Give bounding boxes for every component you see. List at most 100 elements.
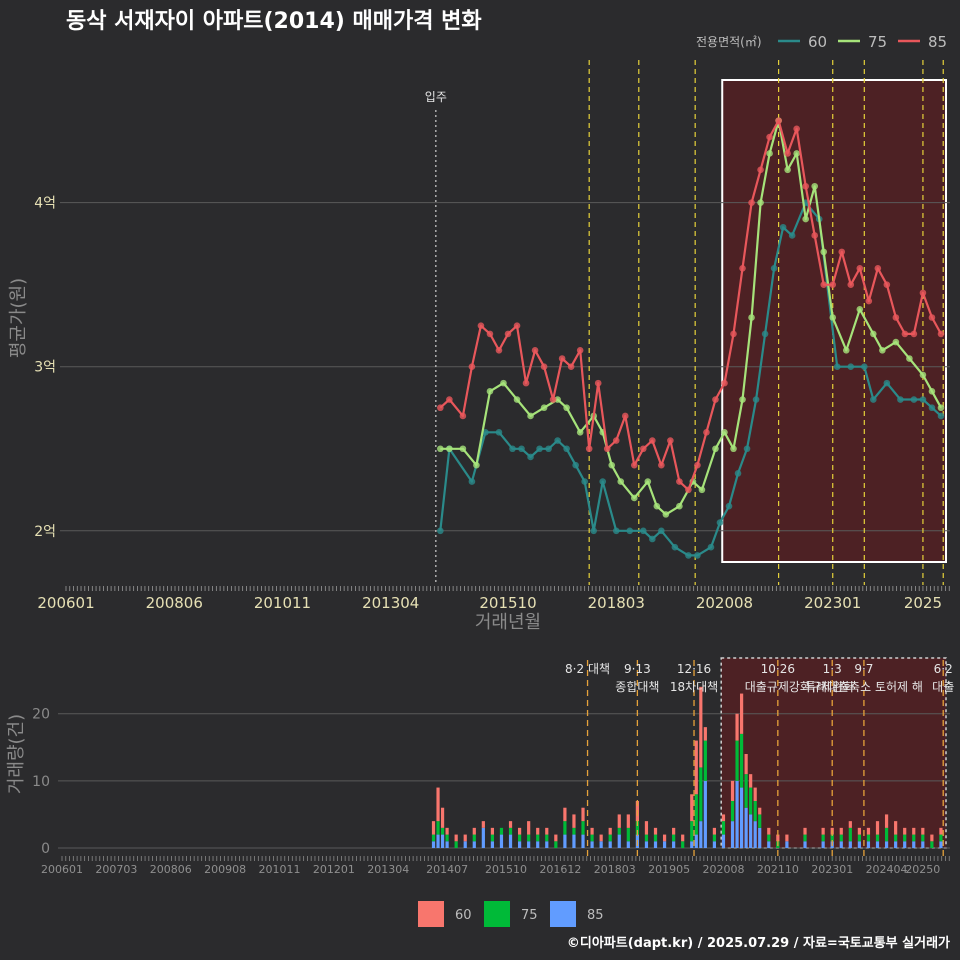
volume-x-tick-label: 201304	[367, 863, 409, 876]
volume-bar-75	[884, 827, 889, 842]
data-point-75	[879, 347, 886, 354]
volume-bar-60	[712, 827, 717, 835]
data-point-60	[658, 527, 665, 535]
volume-bar-60	[508, 821, 513, 828]
volume-x-tick-label: 201407	[426, 863, 468, 876]
volume-x-tick-label: 201201	[313, 863, 355, 876]
data-point-85	[446, 396, 453, 403]
data-point-60	[937, 412, 945, 420]
data-point-60	[910, 396, 918, 403]
volume-bar-85	[903, 841, 907, 848]
policy-date-label: 9·13	[624, 662, 651, 676]
volume-bar-85	[490, 841, 495, 848]
data-point-85	[576, 347, 584, 354]
data-point-60	[590, 527, 597, 535]
volume-bar-85	[463, 841, 467, 848]
volume-x-tick-label: 20250	[905, 863, 940, 876]
data-point-85	[937, 330, 945, 338]
volume-bar-75	[821, 834, 825, 842]
volume-bar-60	[875, 821, 880, 835]
data-point-60	[770, 264, 778, 272]
policy-name-label: 18차대책	[670, 679, 718, 694]
data-point-75	[513, 396, 521, 403]
volume-bar-60	[599, 834, 603, 842]
data-point-75	[870, 330, 877, 338]
legend-label-85: 85	[928, 33, 947, 51]
x-tick-label: 201803	[588, 594, 645, 612]
volume-bar-60	[617, 814, 621, 828]
data-point-85	[549, 396, 557, 403]
volume-bar-85	[753, 821, 757, 848]
volume-bar-75	[545, 834, 549, 842]
data-point-85	[802, 182, 809, 190]
volume-bar-85	[939, 841, 943, 848]
volume-bar-60	[921, 827, 925, 835]
data-point-85	[775, 117, 782, 124]
volume-bar-60	[431, 821, 436, 835]
data-point-75	[829, 314, 837, 321]
top-legend: 전용면적(㎡) 60 75 85	[696, 33, 947, 51]
legend-swatch-85	[550, 901, 576, 927]
volume-bar-60	[472, 827, 476, 835]
volume-bar-60	[912, 827, 916, 835]
data-point-75	[748, 314, 755, 321]
volume-bar-85	[739, 787, 744, 848]
data-point-75	[662, 511, 670, 518]
volume-bar-75	[563, 821, 567, 835]
volume-bar-60	[739, 693, 744, 734]
data-point-85	[468, 363, 476, 371]
data-point-60	[694, 552, 701, 559]
volume-bar-85	[617, 834, 621, 848]
data-point-75	[473, 461, 480, 469]
volume-bar-60	[721, 814, 726, 822]
data-point-85	[585, 445, 593, 453]
data-point-75	[608, 461, 616, 469]
volume-bar-60	[463, 834, 467, 842]
volume-bar-60	[554, 834, 558, 842]
volume-x-tick-label: 200601	[41, 863, 83, 876]
volume-bar-85	[735, 780, 739, 848]
volume-bar-85	[758, 827, 762, 848]
volume-x-tick-label: 201011	[258, 863, 300, 876]
volume-bar-85	[699, 821, 703, 848]
data-point-75	[617, 478, 625, 485]
data-point-60	[671, 543, 679, 551]
data-point-75	[802, 215, 809, 223]
volume-bar-85	[712, 841, 717, 848]
volume-bar-75	[440, 827, 445, 835]
data-point-75	[644, 478, 652, 485]
policy-date-label: 1·3	[823, 662, 842, 676]
legend-swatch-60	[418, 901, 444, 927]
volume-x-tick-label: 201803	[594, 863, 636, 876]
data-point-85	[703, 429, 710, 436]
volume-bar-75	[694, 794, 698, 835]
volume-bar-60	[857, 827, 861, 835]
policy-name-label: 규제완화	[810, 680, 854, 694]
volume-x-tick-label: 202404	[866, 863, 908, 876]
volume-bar-75	[875, 834, 880, 842]
volume-bar-60	[866, 827, 871, 835]
volume-bar-60	[440, 807, 445, 828]
data-point-75	[842, 347, 850, 354]
legend-label-75: 75	[868, 33, 887, 51]
move-in-label: 입주	[425, 90, 447, 104]
data-point-60	[599, 478, 607, 485]
policy-name-label: 특례대출축소 토허제 해	[805, 680, 923, 694]
y-tick-label: 3억	[34, 360, 56, 376]
volume-bar-75	[930, 841, 934, 848]
volume-bar-85	[626, 841, 630, 848]
volume-bar-85	[875, 841, 880, 848]
data-point-75	[928, 388, 936, 395]
volume-bar-75	[490, 834, 495, 842]
volume-bar-75	[894, 834, 898, 842]
data-point-75	[540, 404, 548, 412]
volume-bar-85	[527, 841, 531, 848]
data-point-60	[527, 453, 534, 461]
volume-bar-85	[839, 841, 843, 848]
data-point-60	[883, 379, 891, 387]
data-point-75	[563, 404, 570, 412]
volume-bar-75	[653, 834, 658, 842]
price-panel: 2억 3억 4억 입주 200601 200806 201011 201304 201510 20…	[8, 60, 950, 633]
volume-bar-60	[436, 787, 440, 822]
data-point-85	[784, 150, 791, 157]
